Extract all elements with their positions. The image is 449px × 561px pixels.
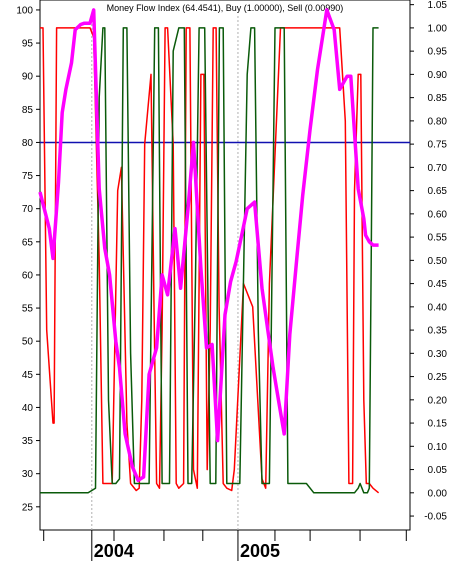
right-tick-label: 0.10 <box>428 442 448 453</box>
left-tick-label: 90 <box>22 72 34 83</box>
left-tick-label: 95 <box>22 39 34 50</box>
right-tick-label: 0.25 <box>428 372 448 383</box>
left-tick-label: 35 <box>22 436 34 447</box>
left-tick-label: 40 <box>22 403 34 414</box>
left-tick-label: 75 <box>22 171 34 182</box>
right-tick-label: 0.70 <box>428 163 448 174</box>
left-tick-label: 100 <box>16 5 33 16</box>
x-tick-label-2005: 2005 <box>240 541 280 561</box>
money-flow-index-line <box>38 8 379 483</box>
left-tick-label: 25 <box>22 502 34 513</box>
chart-title: Money Flow Index (64.4541), Buy (1.00000… <box>107 3 344 13</box>
right-tick-label: 0.40 <box>428 302 448 313</box>
right-tick-label: 0.00 <box>428 488 448 499</box>
left-tick-label: 45 <box>22 370 34 381</box>
right-tick-label: 0.55 <box>428 233 448 244</box>
right-tick-label: 0.15 <box>428 419 448 430</box>
left-tick-label: 50 <box>22 337 34 348</box>
right-tick-label: 0.90 <box>428 70 448 81</box>
left-tick-label: 55 <box>22 304 34 315</box>
right-tick-label: 0.50 <box>428 256 448 267</box>
buy-signal-line <box>40 27 379 494</box>
grid-layer <box>91 16 239 530</box>
right-tick-label: 0.95 <box>428 47 448 58</box>
right-tick-label: 0.75 <box>428 140 448 151</box>
left-tick-label: 85 <box>22 105 34 116</box>
right-tick-label: 1.00 <box>428 23 448 34</box>
right-tick-label: 0.80 <box>428 116 448 127</box>
series-layer <box>38 8 410 494</box>
right-tick-label: 0.85 <box>428 93 448 104</box>
left-tick-label: 65 <box>22 237 34 248</box>
right-tick-label: 1.05 <box>428 0 448 11</box>
right-tick-label: 0.35 <box>428 326 448 337</box>
right-tick-label: 0.05 <box>428 465 448 476</box>
right-tick-label: 0.45 <box>428 279 448 290</box>
left-tick-label: 60 <box>22 270 34 281</box>
right-tick-label: -0.05 <box>424 512 447 523</box>
x-tick-label-2004: 2004 <box>94 541 134 561</box>
sell-signal-line <box>40 27 380 494</box>
left-tick-label: 80 <box>22 138 34 149</box>
left-tick-label: 30 <box>22 469 34 480</box>
right-tick-label: 0.60 <box>428 209 448 220</box>
axis-layer: 25 30 35 40 45 50 55 60 65 70 75 80 85 90 95 100 1.05 1.0… <box>16 0 447 561</box>
right-tick-label: 0.30 <box>428 349 448 360</box>
left-tick-label: 70 <box>22 204 34 215</box>
right-tick-label: 0.65 <box>428 186 448 197</box>
right-tick-label: 0.20 <box>428 395 448 406</box>
